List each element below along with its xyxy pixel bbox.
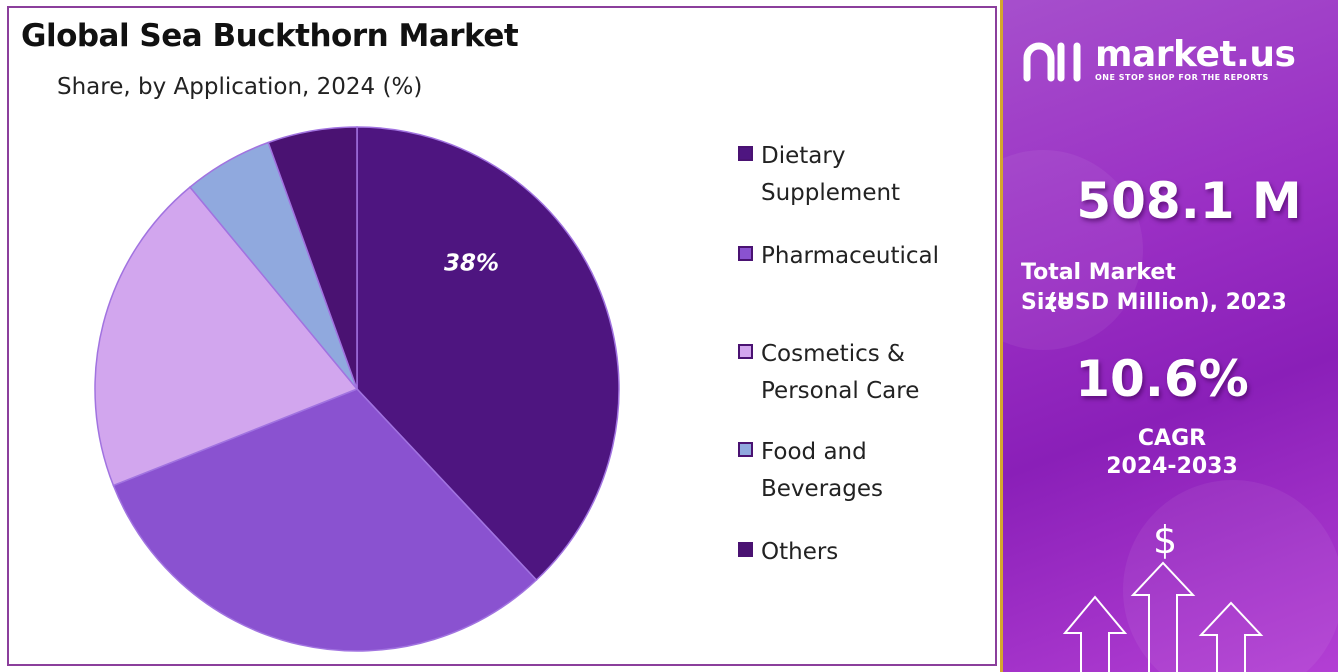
arrow-up-icon — [1062, 561, 1264, 672]
legend-item-3: Cosmetics & Personal Care — [738, 336, 919, 410]
pie-labels: 38% — [444, 251, 499, 277]
chart-subtitle: Share, by Application, 2024 (%) — [57, 74, 423, 100]
legend-swatch — [738, 246, 753, 261]
legend-label: Pharmaceutical — [761, 243, 940, 269]
legend-swatch — [738, 542, 753, 557]
legend-swatch — [738, 442, 753, 457]
cagr-label-2: 2024-2033 — [1106, 454, 1238, 479]
pie-slice-2 — [112, 388, 538, 652]
legend-label: Cosmetics & Personal Care — [761, 341, 920, 404]
brand-tagline: ONE STOP SHOP FOR THE REPORTS — [1095, 72, 1269, 82]
cagr-label-1: CAGR — [1137, 426, 1207, 451]
market-size-value: 508.1 M — [1076, 172, 1302, 230]
chart-title: Global Sea Buckthorn Market — [21, 18, 519, 54]
dollar-icon: $ — [1153, 518, 1178, 562]
cagr-value: 10.6% — [1075, 350, 1249, 408]
pie-chart: 38% — [94, 126, 620, 652]
legend-label: Dietary Supplement — [761, 143, 901, 206]
logo-icon — [1023, 42, 1081, 82]
pie-slice-3 — [94, 186, 359, 487]
market-size-label-2: (USD Million), 2023 — [1047, 290, 1287, 315]
brand-name: market.us — [1095, 33, 1296, 75]
legend-swatch — [738, 344, 753, 359]
data-label-1: 38% — [444, 251, 499, 277]
legend-item-4: Food and Beverages — [738, 434, 883, 508]
summary-panel: market.us ONE STOP SHOP FOR THE REPORTS … — [1000, 0, 1338, 672]
legend-label: Others — [761, 539, 839, 565]
legend-swatch — [738, 146, 753, 161]
legend-item-1: Dietary Supplement — [738, 138, 900, 212]
market-size-label-1: Total Market Size — [1021, 260, 1176, 315]
brand-logo: market.us ONE STOP SHOP FOR THE REPORTS — [1023, 33, 1296, 82]
legend-item-2: Pharmaceutical — [738, 238, 939, 275]
pie-slice-1 — [356, 126, 620, 582]
legend-label: Food and Beverages — [761, 439, 883, 502]
pie-slice-5 — [267, 126, 358, 390]
legend-item-5: Others — [738, 534, 838, 571]
pie-slices — [94, 126, 620, 652]
